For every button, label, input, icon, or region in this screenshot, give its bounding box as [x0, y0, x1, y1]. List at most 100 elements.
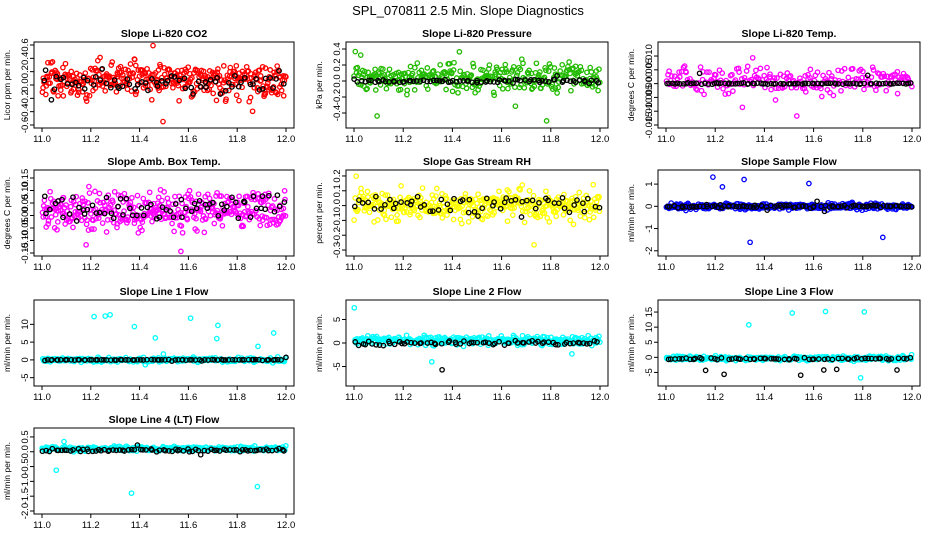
- data-point: [196, 197, 203, 204]
- plot-frame: [657, 299, 921, 387]
- data-point: [430, 208, 436, 214]
- data-point: [270, 330, 277, 336]
- data-point: [220, 79, 227, 86]
- data-point: [739, 104, 746, 111]
- data-point: [42, 91, 49, 98]
- y-tick-label: 10: [20, 319, 31, 330]
- data-point: [160, 118, 166, 125]
- data-point: [430, 77, 437, 84]
- data-point: [124, 76, 131, 82]
- data-point: [741, 74, 748, 81]
- data-point: [123, 195, 130, 202]
- data-point: [506, 340, 512, 347]
- data-point: [397, 86, 404, 93]
- data-point: [247, 81, 254, 88]
- data-point: [570, 221, 577, 228]
- data-point: [382, 201, 388, 208]
- data-point: [259, 63, 266, 70]
- plot-frame: [657, 41, 921, 129]
- data-point: [255, 356, 262, 363]
- data-point: [187, 76, 194, 83]
- data-point: [773, 355, 779, 362]
- data-point: [283, 74, 289, 80]
- data-point: [539, 340, 546, 347]
- data-point: [888, 356, 895, 362]
- data-point: [453, 78, 460, 85]
- data-point: [530, 192, 537, 199]
- data-point: [104, 198, 110, 204]
- data-point: [463, 85, 470, 92]
- data-point: [83, 241, 89, 248]
- data-point: [491, 209, 497, 216]
- data-point: [864, 72, 871, 79]
- x-tick-label: 11.4: [131, 134, 149, 145]
- panel-title: Slope Sample Flow: [741, 156, 838, 168]
- data-point: [865, 355, 871, 362]
- data-point: [556, 200, 562, 207]
- data-point: [142, 80, 149, 86]
- data-point: [907, 80, 914, 86]
- data-point: [85, 227, 92, 233]
- data-point: [417, 78, 424, 84]
- data-point: [386, 340, 393, 347]
- data-point: [446, 338, 453, 344]
- data-point: [786, 202, 792, 209]
- data-point: [115, 203, 121, 210]
- data-point: [83, 98, 90, 104]
- data-point: [72, 82, 79, 88]
- data-point: [567, 340, 573, 347]
- y-tick-label: -0.4: [20, 103, 31, 119]
- series-accepted: [665, 354, 914, 379]
- data-point: [279, 447, 286, 453]
- data-point: [89, 202, 96, 209]
- data-point: [797, 372, 804, 379]
- data-point: [264, 222, 271, 229]
- data-point: [802, 89, 809, 95]
- data-point: [223, 96, 229, 103]
- data-point: [259, 85, 266, 92]
- data-point: [257, 446, 263, 453]
- data-point: [858, 356, 865, 362]
- data-point: [398, 183, 404, 189]
- data-point: [43, 210, 49, 217]
- data-point: [589, 84, 596, 90]
- data-point: [825, 80, 832, 87]
- x-tick-label: 11.4: [131, 392, 149, 403]
- data-point: [149, 218, 155, 225]
- data-point: [387, 196, 393, 203]
- data-point: [407, 78, 414, 84]
- data-point: [546, 78, 552, 85]
- data-point: [133, 88, 140, 95]
- data-point: [273, 76, 279, 82]
- data-point: [45, 218, 52, 224]
- data-point: [859, 74, 865, 81]
- x-tick-label: 12.0: [277, 262, 296, 273]
- data-point: [253, 76, 259, 82]
- y-tick-label: -0.5: [20, 458, 31, 474]
- data-point: [224, 203, 230, 210]
- data-point: [216, 448, 223, 454]
- data-point: [231, 447, 237, 453]
- data-point: [549, 86, 556, 92]
- data-point: [179, 214, 185, 221]
- data-point: [351, 76, 357, 82]
- data-point: [455, 89, 461, 96]
- data-point: [680, 204, 686, 211]
- x-tick-label: 11.2: [706, 134, 724, 145]
- data-point: [555, 84, 562, 91]
- data-points: [39, 311, 289, 368]
- data-point: [197, 84, 204, 90]
- data-point: [148, 356, 155, 363]
- x-tick-label: 11.8: [228, 262, 246, 273]
- data-point: [596, 66, 602, 73]
- data-point: [214, 207, 221, 214]
- data-point: [49, 445, 56, 452]
- data-point: [209, 205, 216, 212]
- data-point: [258, 77, 264, 84]
- data-point: [719, 70, 726, 76]
- data-point: [220, 357, 227, 363]
- data-point: [159, 204, 166, 210]
- data-point: [797, 75, 803, 82]
- data-point: [155, 194, 162, 201]
- y-tick-label: 5: [644, 340, 655, 345]
